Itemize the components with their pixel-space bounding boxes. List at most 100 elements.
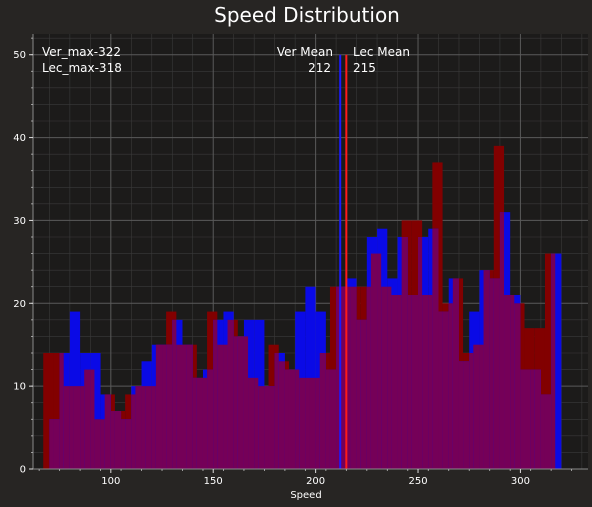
lec-mean-value: 215 <box>353 61 376 75</box>
overlap-bar <box>387 286 392 469</box>
overlap-bar <box>227 319 234 469</box>
overlap-bar <box>360 319 367 469</box>
overlap-bar <box>100 419 105 469</box>
overlap-bar <box>493 278 500 469</box>
lec-max-annotation: Lec_max-318 <box>42 61 122 75</box>
overlap-bar <box>391 295 398 469</box>
overlap-bar <box>499 212 505 469</box>
overlap-bar <box>432 228 439 469</box>
overlap-bar <box>514 303 521 469</box>
y-tick-label: 30 <box>13 216 26 227</box>
overlap-bar <box>155 344 163 469</box>
overlap-bar <box>530 369 535 469</box>
lec-bar <box>544 253 556 469</box>
overlap-bar <box>104 394 111 469</box>
y-tick-label: 40 <box>13 133 26 144</box>
overlap-bar <box>329 369 337 469</box>
overlap-bar <box>145 386 152 469</box>
overlap-bar <box>84 369 91 469</box>
overlap-bar <box>370 253 378 469</box>
ver-bar <box>90 353 101 469</box>
overlap-bar <box>192 377 197 469</box>
ver-max-annotation: Ver_max-322 <box>42 45 121 59</box>
overlap-bar <box>284 369 289 469</box>
y-tick-label: 50 <box>13 50 26 61</box>
overlap-bar <box>69 386 74 469</box>
overlap-bar <box>278 361 285 469</box>
overlap-bar <box>319 353 326 469</box>
overlap-bar <box>350 286 357 469</box>
overlap-bar <box>182 344 187 469</box>
overlap-bar <box>452 278 459 469</box>
overlap-bar <box>268 386 275 469</box>
overlap-bar <box>401 237 408 469</box>
overlap-bar <box>458 361 464 469</box>
overlap-bar <box>131 394 136 469</box>
y-tick-label: 0 <box>20 465 26 476</box>
overlap-bar <box>186 344 193 469</box>
chart-title: Speed Distribution <box>214 3 400 27</box>
overlap-bar <box>162 344 167 469</box>
overlap-bar <box>336 286 341 469</box>
overlap-bar <box>520 369 525 469</box>
overlap-bar <box>438 311 443 469</box>
overlap-histogram <box>49 212 556 469</box>
overlap-bar <box>248 377 255 469</box>
overlap-bar <box>213 319 218 469</box>
overlap-bar <box>202 377 208 469</box>
overlap-bar <box>534 369 541 469</box>
overlap-bar <box>407 295 412 469</box>
x-tick-label: 150 <box>204 476 223 487</box>
overlap-bar <box>90 369 95 469</box>
overlap-bar <box>207 369 214 469</box>
overlap-bar <box>411 295 419 469</box>
x-tick-label: 100 <box>101 476 120 487</box>
overlap-bar <box>166 344 173 469</box>
overlap-bar <box>63 386 70 469</box>
annotation-labels: Ver_max-322 Lec_max-318 Ver Mean 212 Lec… <box>42 45 410 75</box>
x-axis-label: Speed <box>290 490 321 501</box>
overlap-bar <box>94 419 101 469</box>
overlap-bar <box>233 336 238 469</box>
overlap-bar <box>510 295 515 469</box>
overlap-bar <box>346 286 351 469</box>
overlap-bar <box>49 419 54 469</box>
overlap-bar <box>172 319 177 469</box>
overlap-bar <box>176 344 183 469</box>
overlap-bar <box>366 286 371 469</box>
overlap-bar <box>428 295 433 469</box>
lec-bar <box>53 353 64 469</box>
overlap-bar <box>125 419 132 469</box>
overlap-bar <box>325 369 330 469</box>
overlap-bar <box>340 286 347 469</box>
overlap-bar <box>356 319 361 469</box>
overlap-bar <box>59 353 64 469</box>
overlap-bar <box>135 386 142 469</box>
ver-mean-value: 212 <box>308 61 331 75</box>
overlap-bar <box>381 286 388 469</box>
x-tick-label: 300 <box>511 476 530 487</box>
overlap-bar <box>217 344 224 469</box>
overlap-bar <box>309 377 316 469</box>
overlap-bar <box>551 253 556 469</box>
y-tick-label: 10 <box>13 382 26 393</box>
overlap-bar <box>473 344 480 469</box>
overlap-bar <box>53 419 60 469</box>
overlap-bar <box>418 237 423 469</box>
ver-bar <box>551 253 562 469</box>
overlap-bar <box>264 386 269 469</box>
ver-mean-label: Ver Mean <box>277 45 333 59</box>
overlap-bar <box>442 311 449 469</box>
overlap-bar <box>305 377 310 469</box>
overlap-bar <box>483 270 490 469</box>
overlap-bar <box>295 369 300 469</box>
overlap-bar <box>448 303 453 469</box>
overlap-bar <box>258 386 265 469</box>
overlap-bar <box>288 369 296 469</box>
overlap-bar <box>489 278 494 469</box>
overlap-bar <box>151 386 156 469</box>
overlap-bar <box>504 295 511 469</box>
overlap-bar <box>110 411 115 469</box>
overlap-bar <box>479 344 484 469</box>
